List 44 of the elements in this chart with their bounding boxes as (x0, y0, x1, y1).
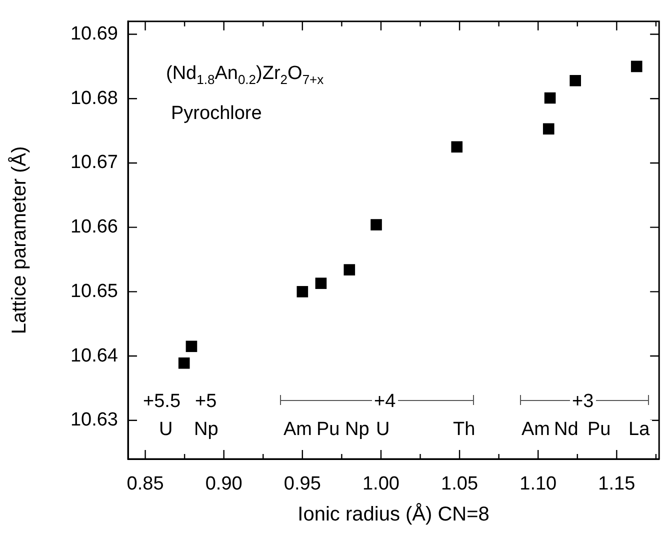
annotation: Pu (314, 418, 342, 440)
point (542, 123, 554, 135)
annotation: Th (451, 418, 478, 440)
point (344, 264, 356, 276)
y-tick-label: 10.67 (70, 152, 118, 174)
annotation: Np (192, 418, 220, 440)
annotation: +5.5 (141, 390, 183, 412)
annotation: +5 (193, 390, 219, 412)
annotation: U (157, 418, 175, 440)
point (296, 286, 308, 298)
annotation: +4 (372, 390, 398, 412)
x-tick-label: 1.15 (598, 474, 636, 495)
annotation: Pu (586, 418, 613, 440)
y-tick-label: 10.66 (70, 216, 118, 238)
annotation: +3 (570, 390, 596, 412)
y-axis-title: Lattice parameter (Å) (8, 146, 31, 334)
point (630, 60, 642, 72)
point (186, 340, 198, 352)
annotation: U (374, 418, 392, 440)
x-tick-label: 1.00 (362, 474, 400, 495)
annotation: Am (282, 418, 314, 440)
annotation: Am (520, 418, 552, 440)
point (451, 141, 463, 153)
y-tick-label: 10.64 (70, 345, 118, 366)
x-tick-label: 0.95 (284, 474, 321, 495)
x-axis-title: Ionic radius (Å) CN=8 (298, 502, 490, 526)
y-tick-label: 10.65 (70, 280, 118, 302)
y-tick-label: 10.63 (70, 410, 118, 431)
annotation: Pyrochlore (171, 103, 262, 124)
point (370, 219, 382, 230)
annotation: Np (343, 418, 372, 440)
annotation: Nd (552, 418, 580, 440)
x-tick-label: 0.85 (126, 474, 164, 495)
annotation: (Nd$_{1.8}$An$_{0.2}$)Zr$_{2}$O$_{7+x}$ (166, 63, 324, 88)
annotation: La (626, 418, 652, 440)
point (315, 278, 327, 289)
point (544, 92, 556, 104)
point (570, 74, 582, 86)
y-tick-label: 10.68 (70, 88, 118, 109)
y-tick-label: 10.69 (70, 24, 118, 45)
x-tick-label: 1.10 (520, 474, 557, 495)
x-tick-label: 0.90 (205, 474, 242, 495)
point (178, 357, 190, 369)
x-tick-label: 1.05 (441, 474, 478, 495)
